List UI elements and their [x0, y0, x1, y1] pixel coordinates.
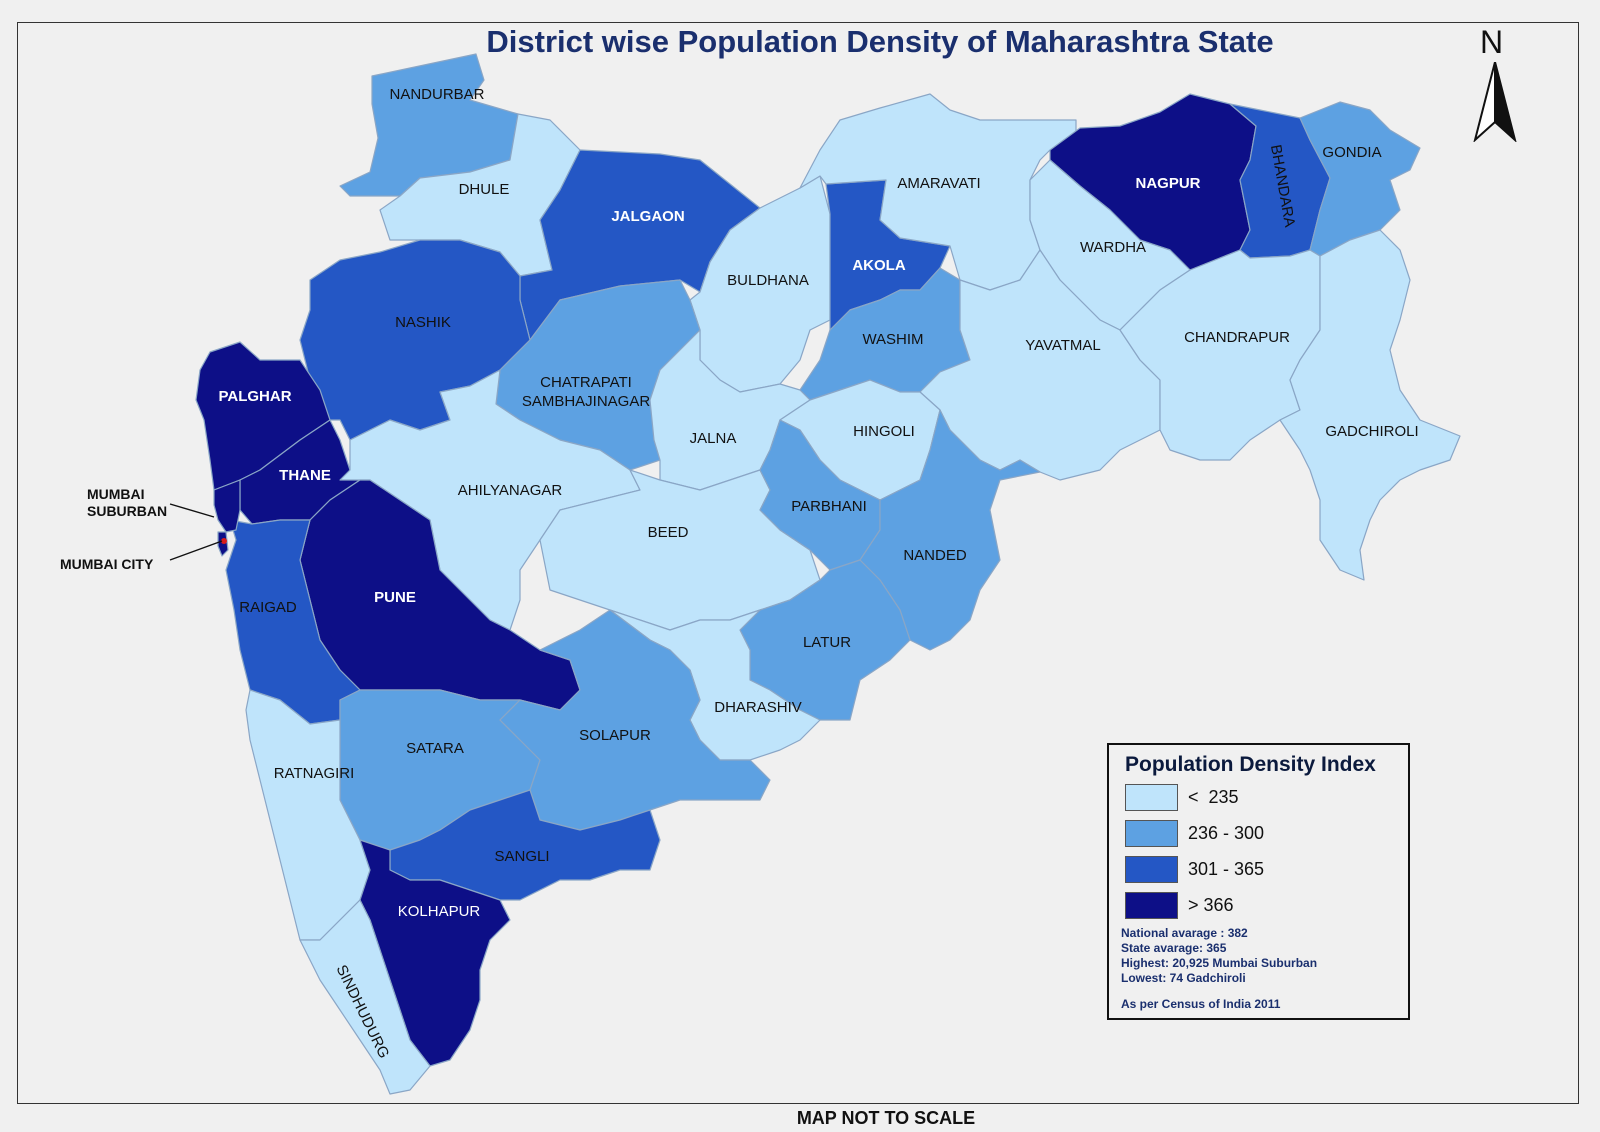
label-dharashiv: DHARASHIV [714, 699, 802, 716]
legend-swatch-lt235 [1125, 784, 1178, 811]
callout-mumbai-suburban: MUMBAI SUBURBAN [87, 486, 167, 520]
label-yavatmal: YAVATMAL [1025, 337, 1101, 354]
callout-suburban-line1: MUMBAI [87, 486, 145, 502]
legend-range-gt366: > 366 [1188, 895, 1234, 915]
district-mumbai-suburban[interactable] [213, 479, 241, 533]
map-frame [17, 22, 1579, 1104]
label-washim: WASHIM [862, 331, 923, 348]
north-letter: N [1480, 24, 1504, 60]
label-raigad: RAIGAD [239, 599, 297, 616]
label-chandrapur: CHANDRAPUR [1184, 329, 1290, 346]
callout-line-city [169, 540, 223, 561]
district-gadchiroli[interactable] [1279, 229, 1461, 581]
label-solapur: SOLAPUR [579, 727, 651, 744]
label-hingoli: HINGOLI [853, 423, 915, 440]
map-footer: MAP NOT TO SCALE [796, 1108, 976, 1128]
label-palghar: PALGHAR [218, 388, 291, 405]
north-arrow-icon [1473, 62, 1517, 142]
label-nandurbar: NANDURBAR [389, 86, 484, 103]
label-buldhana: BULDHANA [727, 272, 809, 289]
legend-range-236-300: 236 - 300 [1188, 823, 1265, 843]
label-thane: THANE [279, 467, 331, 484]
district-gondia[interactable] [1299, 101, 1421, 257]
label-beed: BEED [648, 524, 689, 541]
label-akola: AKOLA [852, 257, 905, 274]
label-ahilyanagar: AHILYANAGAR [458, 482, 563, 499]
map-title: District wise Population Density of Maha… [486, 24, 1274, 59]
legend-note-highest: Highest: 20,925 Mumbai Suburban [1121, 956, 1318, 970]
callout-mumbai-city: MUMBAI CITY [60, 556, 154, 572]
legend-source: As per Census of India 2011 [1121, 997, 1281, 1011]
callout-line-suburban [169, 503, 215, 518]
legend-range-301-365: 301 - 365 [1188, 859, 1265, 879]
label-parbhani: PARBHANI [791, 498, 867, 515]
label-wardha: WARDHA [1080, 239, 1146, 256]
mumbai-city-marker [221, 538, 227, 544]
legend-swatch-301-365 [1125, 856, 1178, 883]
label-nanded: NANDED [903, 547, 967, 564]
legend: Population Density Index < 235 236 - 300… [1107, 743, 1410, 1020]
legend-note-lowest: Lowest: 74 Gadchiroli [1121, 971, 1246, 985]
label-gondia: GONDIA [1322, 144, 1381, 161]
label-kolhapur: KOLHAPUR [398, 903, 481, 920]
district-beed[interactable] [539, 469, 821, 631]
legend-range-lt235: < 235 [1188, 787, 1239, 807]
legend-title: Population Density Index [1125, 753, 1376, 776]
label-dhule: DHULE [459, 181, 510, 198]
label-chatrapati: CHATRAPATI [540, 374, 632, 391]
label-latur: LATUR [803, 634, 851, 651]
legend-note-state: State avarage: 365 [1121, 941, 1227, 955]
label-amaravati: AMARAVATI [897, 175, 980, 192]
label-ratnagiri: RATNAGIRI [274, 765, 355, 782]
label-nashik: NASHIK [395, 314, 451, 331]
label-nagpur: NAGPUR [1135, 175, 1200, 192]
label-sangli: SANGLI [494, 848, 549, 865]
label-jalna: JALNA [690, 430, 737, 447]
district-sindhudurg[interactable] [299, 899, 431, 1095]
legend-swatch-236-300 [1125, 820, 1178, 847]
callout-suburban-line2: SUBURBAN [87, 503, 168, 519]
label-jalgaon: JALGAON [611, 208, 684, 225]
legend-note-national: National avarage : 382 [1121, 926, 1248, 940]
district-mumbai-city[interactable] [217, 531, 229, 557]
legend-swatch-gt366 [1125, 892, 1178, 919]
label-gadchiroli: GADCHIROLI [1325, 423, 1418, 440]
label-satara: SATARA [406, 740, 464, 757]
label-pune: PUNE [374, 589, 416, 606]
label-sambhajinagar: SAMBHAJINAGAR [522, 393, 651, 410]
